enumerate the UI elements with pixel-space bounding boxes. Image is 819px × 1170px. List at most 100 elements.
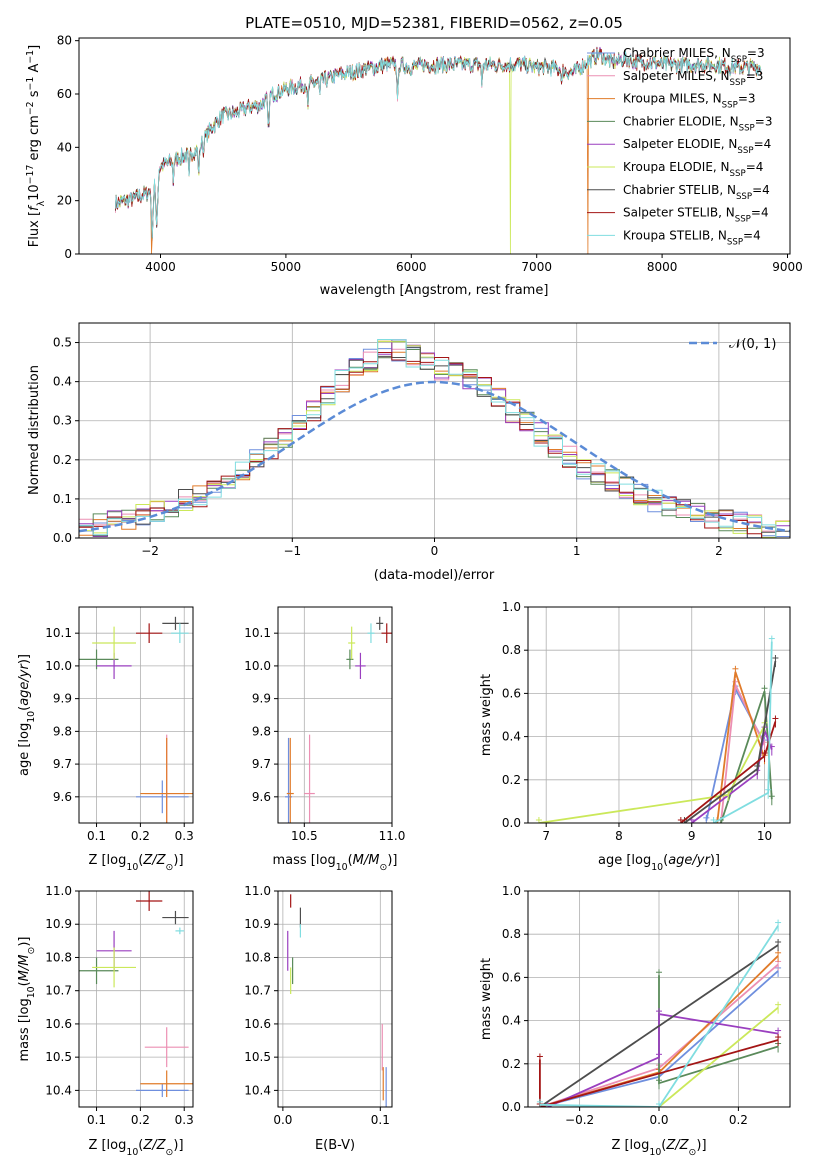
y-tick-label: 10.5 bbox=[45, 1050, 72, 1064]
y-tick-label: 0.8 bbox=[502, 927, 521, 941]
y-axis-label: Normed distribution bbox=[27, 365, 42, 495]
y-tick-label: 10.7 bbox=[244, 984, 271, 998]
legend-label-gaussian: 𝒩(0, 1) bbox=[729, 337, 776, 352]
y-tick-label: 10.5 bbox=[244, 1050, 271, 1064]
x-tick-label: 0 bbox=[431, 544, 439, 558]
x-tick-label: 2 bbox=[715, 544, 723, 558]
x-axis-label: wavelength [Angstrom, rest frame] bbox=[320, 283, 549, 298]
legend-label-kroupa_elodie: Kroupa ELODIE, NSSP=4 bbox=[623, 160, 763, 179]
x-tick-label: 0.3 bbox=[175, 1113, 194, 1127]
y-tick-label: 10.4 bbox=[244, 1083, 271, 1097]
mass-z-panel: 0.1 0.2 0.3 10.4 10.5 10.6 10.7 10.8 10.9 11.0 Z [… bbox=[17, 884, 194, 1158]
legend-label-chabrier_miles: Chabrier MILES, NSSP=3 bbox=[623, 46, 765, 65]
y-tick-label: 9.9 bbox=[53, 692, 72, 706]
x-tick-label: 10 bbox=[757, 829, 772, 843]
weight-age-panel-marks bbox=[535, 635, 779, 823]
y-axis-label: Flux [fλ10−17 erg cm−2 s−1 A−1] bbox=[25, 45, 47, 247]
x-axis-label: age [log10(age/yr)] bbox=[598, 853, 720, 873]
y-tick-label: 9.6 bbox=[252, 790, 271, 804]
x-axis-label: Z [log10(Z/Z⊙)] bbox=[88, 1138, 183, 1158]
weight-line-kroupa_elodie bbox=[538, 725, 766, 823]
y-axis-label: mass weight bbox=[479, 674, 494, 756]
y-tick-label: 9.7 bbox=[252, 757, 271, 771]
y-tick-label: 9.9 bbox=[252, 692, 271, 706]
axes-frame bbox=[78, 37, 791, 255]
y-tick-label: 0.4 bbox=[502, 1014, 521, 1028]
legend-label-chabrier_stelib: Chabrier STELIB, NSSP=4 bbox=[623, 183, 770, 202]
x-tick-label: 0.2 bbox=[729, 1113, 748, 1127]
y-tick-label: 10.6 bbox=[244, 1017, 271, 1031]
legend-label-salpeter_stelib: Salpeter STELIB, NSSP=4 bbox=[623, 206, 769, 225]
mass-ebv-panel: 0.0 0.1 10.4 10.5 10.6 10.7 10.8 10.9 11.0 E(B-V) bbox=[244, 884, 393, 1153]
x-tick-label: 0.2 bbox=[131, 829, 150, 843]
y-tick-label: 0.0 bbox=[53, 531, 72, 545]
axes-frame bbox=[527, 606, 791, 824]
weight-line-salpeter_elodie bbox=[547, 1013, 779, 1107]
x-tick-label: 5000 bbox=[271, 260, 302, 274]
y-tick-label: 9.7 bbox=[53, 757, 72, 771]
weight-age-panel: 7 8 9 10 0.0 0.2 0.4 0.6 0.8 1.0 age [log10(age/yr… bbox=[479, 600, 791, 873]
y-tick-label: 9.8 bbox=[53, 724, 72, 738]
weight-z-panel-marks bbox=[536, 919, 782, 1107]
x-tick-label: 6000 bbox=[396, 260, 427, 274]
x-tick-label: 0.1 bbox=[371, 1113, 390, 1127]
x-tick-label: 0.1 bbox=[87, 829, 106, 843]
legend-label-kroupa_stelib: Kroupa STELIB, NSSP=4 bbox=[623, 228, 761, 247]
x-tick-label: 9 bbox=[688, 829, 696, 843]
y-tick-label: 9.6 bbox=[53, 790, 72, 804]
y-tick-label: 20 bbox=[57, 194, 72, 208]
x-tick-label: 11.0 bbox=[379, 829, 406, 843]
x-tick-label: −1 bbox=[283, 544, 301, 558]
y-tick-label: 10.0 bbox=[244, 659, 271, 673]
age-mass-panel: 10.5 11.0 9.6 9.7 9.8 9.9 10.0 10.1 mass [log10(… bbox=[244, 606, 406, 873]
x-axis-label: E(B-V) bbox=[315, 1138, 355, 1153]
x-tick-label: 0.0 bbox=[273, 1113, 292, 1127]
age-z-panel: 0.1 0.2 0.3 9.6 9.7 9.8 9.9 10.0 10.1 Z [log10(Z/… bbox=[17, 606, 194, 873]
weight-line-chabrier_stelib bbox=[539, 944, 779, 1107]
residual-panel-marks bbox=[79, 339, 790, 538]
x-tick-label: 9000 bbox=[772, 260, 803, 274]
y-tick-label: 0 bbox=[64, 247, 72, 261]
mass-ebv-panel-marks bbox=[287, 894, 387, 1107]
y-tick-label: 0.4 bbox=[53, 375, 72, 389]
spectrum-line-kroupa_stelib bbox=[115, 49, 762, 238]
x-tick-label: 0.2 bbox=[131, 1113, 150, 1127]
x-tick-label: −2 bbox=[141, 544, 159, 558]
y-axis-label: mass weight bbox=[479, 958, 494, 1040]
y-tick-label: 0.3 bbox=[53, 414, 72, 428]
y-tick-label: 1.0 bbox=[502, 884, 521, 898]
y-tick-label: 10.7 bbox=[45, 984, 72, 998]
y-tick-label: 80 bbox=[57, 34, 72, 48]
y-tick-label: 11.0 bbox=[45, 884, 72, 898]
weight-line-salpeter_stelib bbox=[539, 1039, 779, 1107]
y-tick-label: 10.8 bbox=[45, 950, 72, 964]
axes-frame bbox=[78, 890, 194, 1108]
y-tick-label: 0.8 bbox=[502, 643, 521, 657]
y-tick-label: 0.2 bbox=[53, 453, 72, 467]
spectrum-legend: Chabrier MILES, NSSP=3 Salpeter MILES, NS… bbox=[587, 46, 772, 247]
x-tick-label: 10.5 bbox=[291, 829, 318, 843]
x-tick-label: −0.2 bbox=[565, 1113, 594, 1127]
gaussian-curve bbox=[79, 380, 790, 533]
y-tick-label: 10.8 bbox=[244, 950, 271, 964]
x-tick-label: 1 bbox=[573, 544, 581, 558]
spectrum-panel: 4000 5000 6000 7000 8000 9000 0 20 40 60 80 wavelen… bbox=[25, 34, 803, 298]
y-tick-label: 0.6 bbox=[502, 970, 521, 984]
spectrum-panel-marks bbox=[115, 46, 762, 254]
y-tick-label: 0.6 bbox=[502, 686, 521, 700]
y-tick-label: 0.4 bbox=[502, 730, 521, 744]
y-tick-label: 1.0 bbox=[502, 600, 521, 614]
y-tick-label: 0.5 bbox=[53, 336, 72, 350]
chart-panels: 4000 5000 6000 7000 8000 9000020406080wavelen… bbox=[17, 34, 803, 1158]
residual-panel: −2 −1 0 1 2 0.0 0.1 0.2 0.3 0.4 0.5 𝒩(0, 1) (data-mo… bbox=[27, 322, 791, 583]
y-tick-label: 10.0 bbox=[45, 659, 72, 673]
legend-label-salpeter_elodie: Salpeter ELODIE, NSSP=4 bbox=[623, 137, 771, 156]
weight-line-chabrier_elodie bbox=[658, 975, 779, 1085]
legend-label-salpeter_miles: Salpeter MILES, NSSP=3 bbox=[623, 69, 763, 88]
axes-frame bbox=[78, 606, 194, 824]
y-tick-label: 10.1 bbox=[244, 626, 271, 640]
y-axis-label: mass [log10(M/M⊙)] bbox=[17, 937, 37, 1062]
y-tick-label: 0.2 bbox=[502, 773, 521, 787]
x-tick-label: 8 bbox=[615, 829, 623, 843]
